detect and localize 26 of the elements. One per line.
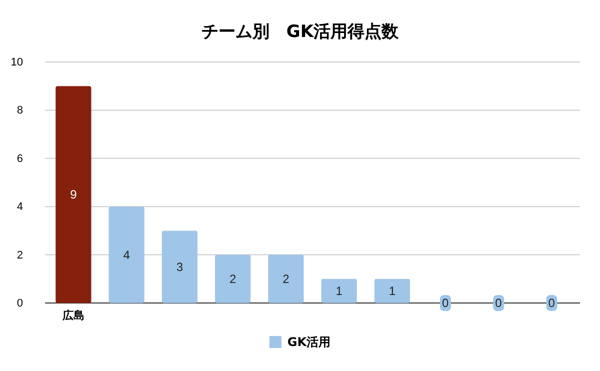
x-tick-label: 広島 <box>61 308 84 322</box>
data-label: 2 <box>229 272 236 286</box>
data-label: 1 <box>388 284 396 298</box>
bar <box>162 230 198 303</box>
bar <box>374 278 410 303</box>
data-label: 4 <box>123 248 130 262</box>
y-tick-label: 8 <box>16 104 23 117</box>
bar <box>268 254 304 303</box>
bar <box>108 206 144 303</box>
bar <box>321 278 357 303</box>
y-tick-label: 2 <box>16 249 23 262</box>
data-label: 1 <box>336 284 343 298</box>
bar <box>56 86 92 303</box>
y-tick-label: 10 <box>10 56 23 69</box>
y-tick-label: 6 <box>16 152 23 165</box>
data-label: 9 <box>70 188 78 202</box>
data-label: 2 <box>282 272 290 286</box>
data-label: 0 <box>548 296 556 310</box>
bar <box>215 254 251 303</box>
legend-label: GK活用 <box>287 335 331 349</box>
data-label: 0 <box>442 296 449 310</box>
data-label: 0 <box>495 296 502 310</box>
y-tick-label: 4 <box>16 201 23 214</box>
y-tick-label: 0 <box>16 298 23 310</box>
data-label: 3 <box>176 260 184 274</box>
chart-title: チーム別 GK活用得点数 <box>201 22 400 42</box>
